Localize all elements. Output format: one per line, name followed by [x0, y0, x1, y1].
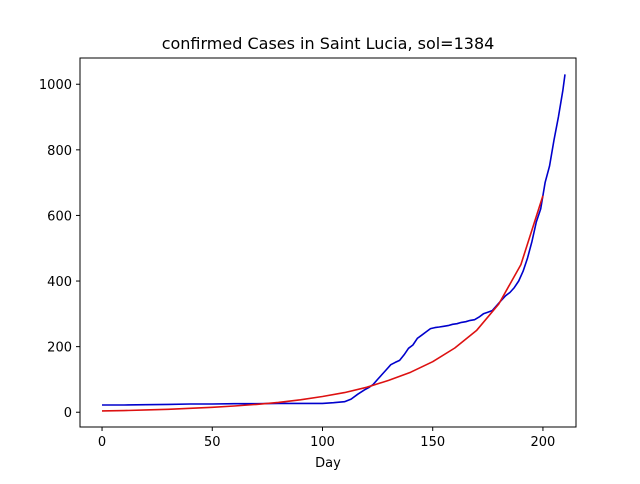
fitted-curve-line — [101, 195, 544, 412]
y-tick-label: 800 — [47, 144, 72, 159]
plot-area-frame — [79, 57, 577, 428]
chart-title: confirmed Cases in Saint Lucia, sol=1384 — [162, 34, 495, 53]
y-axis-ticks: 0 200 400 600 800 1000 — [39, 78, 80, 421]
y-tick-label: 200 — [47, 341, 72, 356]
x-tick-label: 100 — [310, 435, 335, 450]
y-tick-label: 600 — [47, 209, 72, 224]
confirmed-cases-line — [102, 74, 566, 406]
y-tick-label: 0 — [64, 406, 72, 421]
series-layer — [101, 74, 566, 412]
x-tick-label: 50 — [204, 435, 221, 450]
x-tick-label: 0 — [98, 435, 106, 450]
x-axis-label: Day — [315, 456, 341, 471]
y-tick-label: 1000 — [39, 78, 72, 93]
x-tick-label: 150 — [420, 435, 445, 450]
x-axis-ticks: 0 50 100 150 200 — [98, 427, 555, 450]
x-tick-label: 200 — [531, 435, 556, 450]
y-tick-label: 400 — [47, 275, 72, 290]
